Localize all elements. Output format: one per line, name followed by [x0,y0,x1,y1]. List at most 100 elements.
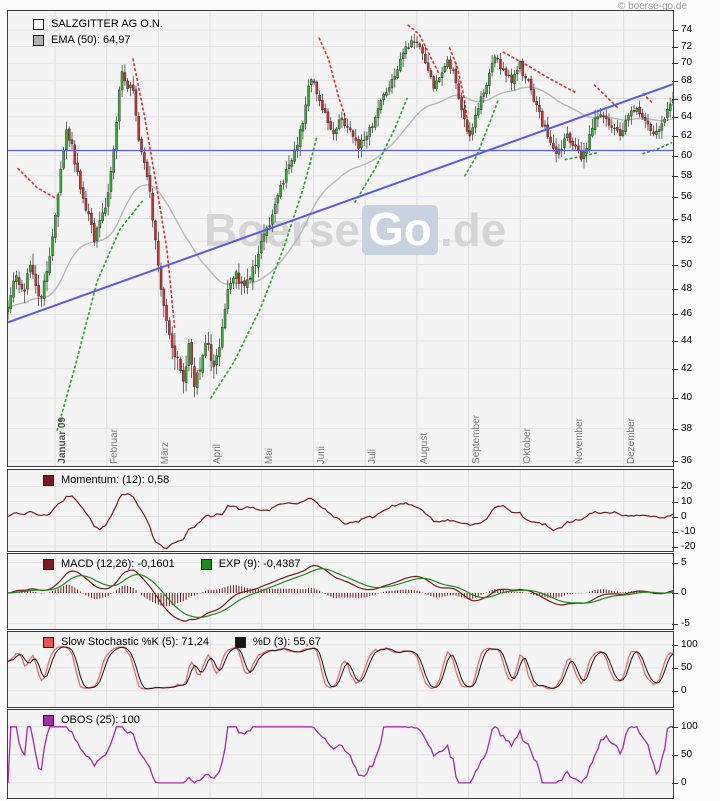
legend-label: EXP (9): -0,4387 [218,558,301,570]
y-tick-label: 44 [681,335,693,346]
y-tick-label: -10 [681,525,696,537]
sar-segment [354,97,408,203]
macd-line [8,564,673,622]
y-tick-label: 5 [681,556,687,568]
legend-swatch [33,18,44,30]
y-tick-label: 74 [681,24,693,36]
y-tick-label: 0 [681,684,687,696]
y-tick-label: 68 [681,74,693,86]
stoch-k-line [8,646,673,690]
y-tick-label: 72 [681,40,693,52]
legend-label: %D (3): 55,67 [252,636,321,648]
y-tick-label: 100 [681,638,698,650]
y-tick-label: 46 [681,308,693,320]
momentum-plot-layer [8,470,673,551]
momentum-line [8,493,673,550]
legend-swatch [43,636,54,648]
y-tick-label: 10 [681,495,693,507]
y-tick-label: 50 [681,258,693,270]
watermark: Boerse Go .de [204,205,506,255]
candles-down [17,41,655,387]
momentum-legend: Momentum: (12): 0,58 [43,474,169,486]
sar-segment [593,84,620,110]
y-tick-label: 52 [681,235,693,247]
legend-item: EMA (50): 64,97 [33,34,131,46]
main-plot-layer [8,24,673,432]
y-tick-label: 38 [681,422,693,434]
macd-plot-layer [8,554,673,629]
y-tick-label: -20 [681,540,696,552]
legend-label: Slow Stochastic %K (5): 71,24 [61,636,209,648]
legend-swatch [43,474,54,486]
legend-label: MACD (12,26): -0,1601 [61,558,175,570]
legend-item: SALZGITTER AG O.N. [33,18,163,30]
y-tick-label: 54 [681,212,693,224]
y-tick-label: 0 [681,776,687,788]
y-tick-label: 60 [681,149,693,161]
macd-panel: MACD (12,26): -0,1601 EXP (9): -0,4387 [7,553,674,630]
obos-plot-layer [8,710,673,798]
y-tick-label: 42 [681,362,693,374]
candle-wicks [8,33,673,398]
y-tick-label: 0 [681,510,687,522]
watermark-go-badge: Go [361,205,438,255]
y-tick-label: 58 [681,169,693,181]
y-tick-label: 36 [681,455,693,466]
sar-segment [407,24,440,75]
momentum-panel: Momentum: (12): 0,58 [7,469,674,552]
y-tick-label: 40 [681,392,693,403]
legend-swatch [234,636,246,648]
sar-segment [464,97,500,177]
sar-segment [448,47,471,137]
legend-item: EXP (9): -0,4387 [200,558,301,570]
legend-swatch [200,558,212,570]
y-tick-label: 50 [681,661,693,673]
legend-item: MACD (12,26): -0,1601 [43,558,175,570]
sar-segment [642,141,673,155]
stochastic-plot-layer [8,632,673,707]
legend-item: Slow Stochastic %K (5): 71,24 [43,636,209,648]
y-tick-label: 20 [681,480,693,492]
candles-up [8,40,673,388]
legend-swatch [43,714,54,726]
copyright-text: © boerse-go.de [617,1,687,12]
y-tick-label: 66 [681,92,693,104]
macd-histogram [10,584,673,607]
legend-label: EMA (50): 64,97 [51,34,131,46]
main-chart-panel: Boerse Go .de Januar 09 Februar März April Mai… [7,10,674,467]
y-tick-label: 100 [681,720,698,732]
sar-segment [209,135,319,399]
stoch-d-line [8,646,673,690]
stochastic-legend: Slow Stochastic %K (5): 71,24 %D (3): 55,… [43,636,321,648]
y-tick-label: 64 [681,110,693,122]
legend-item: Momentum: (12): 0,58 [43,474,169,486]
ema-line [8,86,673,309]
legend-item: OBOS (25): 100 [43,714,140,726]
macd-signal-line [8,568,673,619]
legend-label: OBOS (25): 100 [61,714,140,726]
sar-segment [502,51,578,94]
sar-segment [132,58,176,332]
y-tick-label: 50 [681,748,693,760]
legend-label: Momentum: (12): 0,58 [61,474,170,486]
legend-swatch [43,558,54,570]
sar-segment [17,167,59,200]
legend-item: %D (3): 55,67 [234,636,321,648]
sar-segment [318,37,347,120]
watermark-text-suffix: .de [439,204,507,256]
y-tick-label: 70 [681,57,693,69]
legend-label: SALZGITTER AG O.N. [51,18,163,30]
y-tick-label: 62 [681,129,693,141]
y-tick-label: 56 [681,190,693,202]
y-tick-label: 48 [681,283,693,294]
watermark-text-prefix: Boerse [204,204,360,256]
stochastic-panel: Slow Stochastic %K (5): 71,24 %D (3): 55,… [7,631,674,708]
trendline [8,83,673,324]
main-legend: SALZGITTER AG O.N. EMA (50): 64,97 [33,18,163,46]
y-tick-label: 0 [681,587,687,598]
y-tick-label: -5 [681,617,690,629]
obos-line [8,726,673,784]
obos-legend: OBOS (25): 100 [43,714,140,726]
obos-panel: OBOS (25): 100 [7,709,674,799]
